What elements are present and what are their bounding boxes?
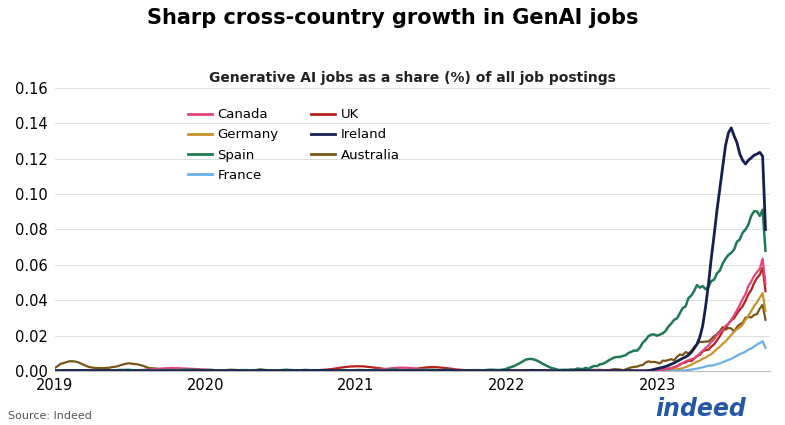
Germany [167, 368, 177, 374]
Ireland [638, 368, 648, 374]
Ireland [461, 368, 470, 373]
Line: Canada: Canada [55, 259, 765, 371]
Ireland [761, 227, 770, 232]
France [464, 368, 473, 373]
Australia [344, 368, 353, 373]
Spain [758, 207, 768, 212]
Canada [344, 368, 353, 373]
UK [578, 368, 587, 374]
Australia [167, 367, 177, 372]
France [167, 368, 177, 374]
France [338, 368, 348, 374]
Line: Australia: Australia [55, 305, 765, 371]
Germany [541, 368, 550, 373]
Line: Spain: Spain [55, 210, 765, 371]
Ireland [167, 368, 177, 374]
Legend: Canada, Germany, Spain, France, UK, Ireland, Australia: Canada, Germany, Spain, France, UK, Irel… [183, 103, 405, 187]
Australia [335, 368, 345, 373]
Australia [550, 368, 559, 373]
Title: Generative AI jobs as a share (%) of all job postings: Generative AI jobs as a share (%) of all… [209, 71, 616, 85]
Australia [541, 368, 550, 373]
Ireland [50, 368, 60, 374]
France [544, 368, 553, 373]
France [347, 368, 356, 374]
Canada [735, 302, 744, 307]
Germany [761, 309, 770, 314]
France [758, 339, 768, 344]
UK [461, 368, 470, 373]
UK [344, 364, 353, 369]
Spain [761, 248, 770, 253]
France [761, 345, 770, 350]
UK [50, 368, 60, 373]
Canada [447, 368, 456, 374]
UK [541, 368, 550, 373]
Canada [761, 281, 770, 286]
Spain [335, 368, 345, 373]
Canada [50, 368, 60, 373]
Spain [344, 368, 353, 373]
Spain [544, 364, 553, 369]
Canada [758, 256, 768, 261]
Germany [50, 368, 60, 374]
Germany [461, 368, 470, 374]
Ireland [344, 368, 353, 374]
Australia [758, 302, 768, 307]
Ireland [335, 368, 345, 373]
Text: indeed: indeed [655, 397, 746, 421]
Australia [761, 317, 770, 322]
Germany [626, 368, 636, 374]
Australia [461, 368, 470, 373]
Australia [735, 322, 744, 327]
Text: Sharp cross-country growth in GenAI jobs: Sharp cross-country growth in GenAI jobs [147, 8, 638, 28]
UK [167, 368, 177, 373]
Ireland [541, 368, 550, 373]
Spain [455, 368, 465, 374]
Germany [344, 368, 353, 373]
Ireland [727, 125, 736, 130]
Line: France: France [55, 341, 765, 371]
Text: Source: Indeed: Source: Indeed [8, 411, 92, 421]
France [50, 368, 60, 374]
Spain [464, 368, 473, 373]
Germany [735, 325, 744, 330]
Ireland [738, 158, 747, 163]
Line: Ireland: Ireland [55, 128, 765, 371]
Canada [167, 366, 177, 371]
Canada [544, 368, 553, 374]
Germany [758, 291, 768, 296]
UK [758, 265, 768, 270]
UK [735, 307, 744, 312]
France [735, 351, 744, 357]
Canada [464, 368, 473, 373]
Canada [335, 368, 345, 373]
Line: Germany: Germany [55, 293, 765, 371]
Line: UK: UK [55, 268, 765, 371]
UK [335, 365, 345, 370]
Australia [50, 366, 60, 371]
Germany [335, 368, 345, 373]
France [281, 368, 290, 374]
Spain [167, 368, 177, 373]
UK [761, 289, 770, 294]
Spain [50, 368, 60, 373]
Spain [735, 237, 744, 242]
